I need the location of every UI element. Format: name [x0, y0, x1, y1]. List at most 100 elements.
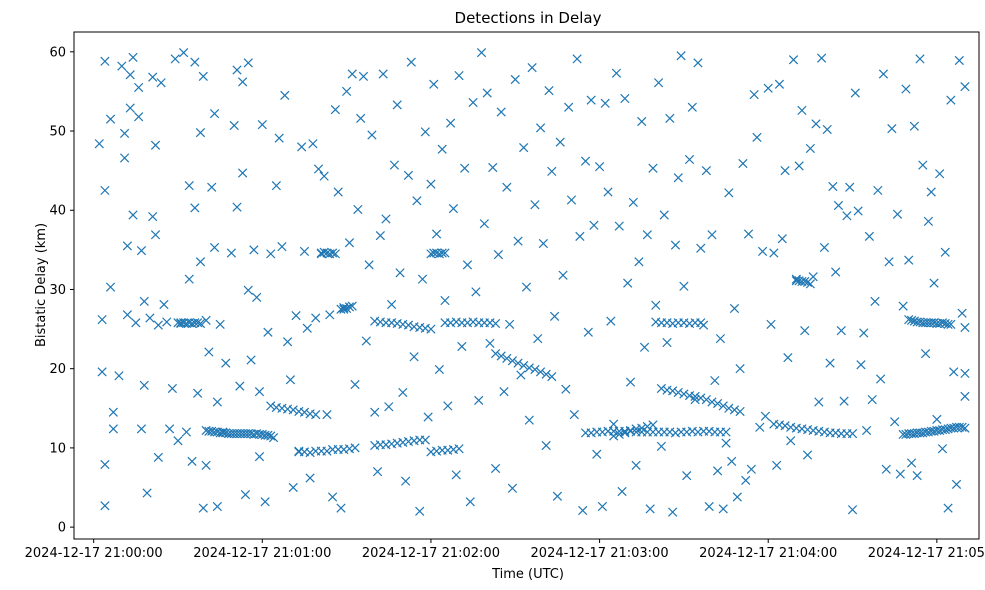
y-tick-label: 0: [58, 521, 66, 536]
data-point-marker: [859, 328, 869, 338]
data-point-marker: [471, 287, 481, 297]
data-point-marker: [527, 63, 537, 73]
data-point-marker: [440, 295, 450, 306]
data-point-marker: [932, 414, 942, 425]
data-point-marker: [732, 492, 742, 502]
data-point-marker: [162, 317, 172, 327]
data-point-marker: [831, 267, 841, 277]
data-point-marker: [311, 410, 321, 420]
data-point-marker: [957, 422, 967, 432]
data-point-marker: [620, 428, 630, 438]
data-point-marker: [729, 303, 740, 314]
data-point-marker: [344, 238, 355, 248]
data-point-marker: [575, 231, 585, 242]
y-axis-ticks: 0 10 20 30 40 50 60: [49, 45, 74, 536]
data-point-marker: [322, 446, 332, 456]
data-point-marker: [490, 463, 501, 474]
data-point-marker: [257, 120, 267, 130]
data-point-marker: [392, 100, 402, 110]
data-point-marker: [783, 352, 793, 363]
data-point-marker: [814, 397, 824, 407]
data-point-marker: [614, 221, 624, 231]
data-point-marker: [100, 501, 110, 511]
data-point-marker: [735, 406, 745, 417]
data-point-marker: [960, 368, 970, 379]
data-point-marker: [926, 187, 936, 197]
data-point-marker: [937, 444, 948, 454]
data-point-marker: [426, 179, 436, 189]
data-point-marker: [145, 313, 155, 323]
data-point-marker: [712, 466, 723, 476]
y-tick-label: 40: [49, 204, 66, 219]
data-point-marker: [642, 421, 652, 432]
data-point-marker: [777, 234, 787, 244]
data-point-marker: [485, 338, 495, 348]
data-point-marker: [746, 464, 756, 474]
data-point-marker: [797, 105, 807, 116]
data-point-marker: [530, 364, 540, 375]
data-point-marker: [308, 139, 318, 149]
data-point-marker: [791, 274, 801, 284]
data-point-marker: [291, 310, 301, 321]
data-point-marker: [513, 236, 523, 246]
data-point-marker: [429, 79, 439, 89]
data-point-marker: [193, 318, 203, 328]
data-point-marker: [923, 216, 934, 226]
data-point-marker: [757, 246, 768, 257]
x-tick-label: 2024-12-17 21:00:00: [25, 546, 163, 561]
data-point-marker: [150, 140, 161, 150]
data-point-marker: [724, 403, 734, 413]
data-point-marker: [311, 313, 321, 323]
data-point-marker: [325, 310, 335, 320]
data-point-marker: [729, 405, 740, 415]
data-point-marker: [682, 471, 692, 481]
data-point-marker: [246, 355, 256, 365]
data-point-marker: [873, 185, 883, 196]
data-point-marker: [198, 71, 208, 81]
data-point-marker: [940, 425, 950, 435]
data-point-marker: [302, 323, 312, 333]
data-point-marker: [805, 143, 815, 154]
data-point-marker: [409, 352, 419, 362]
data-point-marker: [904, 314, 914, 325]
data-point-marker: [569, 410, 579, 420]
data-point-marker: [240, 490, 251, 500]
data-point-marker: [943, 319, 953, 329]
data-point-marker: [690, 391, 700, 402]
data-point-marker: [215, 319, 225, 329]
data-point-marker: [170, 54, 180, 64]
data-point-marker: [530, 200, 540, 210]
data-point-marker: [401, 476, 411, 486]
data-point-marker: [653, 78, 664, 88]
data-point-marker: [890, 417, 900, 427]
data-point-marker: [906, 458, 917, 468]
data-point-marker: [760, 411, 771, 421]
data-point-marker: [715, 333, 726, 344]
data-point-marker: [845, 182, 855, 192]
data-point-marker: [100, 185, 110, 196]
data-point-marker: [437, 248, 447, 258]
data-point-marker: [631, 460, 641, 470]
data-point-marker: [510, 74, 520, 85]
data-point-marker: [892, 209, 903, 219]
data-point-marker: [929, 278, 939, 288]
data-point-marker: [238, 77, 248, 87]
y-tick-label: 10: [49, 441, 66, 456]
data-point-marker: [637, 423, 647, 433]
data-point-marker: [358, 71, 369, 81]
data-point-marker: [580, 156, 591, 166]
data-point-marker: [254, 387, 265, 397]
data-point-marker: [496, 107, 506, 117]
data-point-marker: [707, 230, 717, 240]
data-point-marker: [516, 370, 526, 380]
data-point-marker: [313, 164, 324, 174]
data-point-marker: [687, 102, 697, 112]
data-point-marker: [937, 318, 948, 328]
data-point-marker: [105, 114, 116, 124]
data-point-marker: [558, 270, 568, 280]
data-point-marker: [100, 56, 110, 66]
data-point-marker: [772, 460, 782, 470]
data-point-marker: [153, 452, 163, 463]
data-point-marker: [266, 431, 276, 441]
data-point-marker: [274, 133, 284, 143]
